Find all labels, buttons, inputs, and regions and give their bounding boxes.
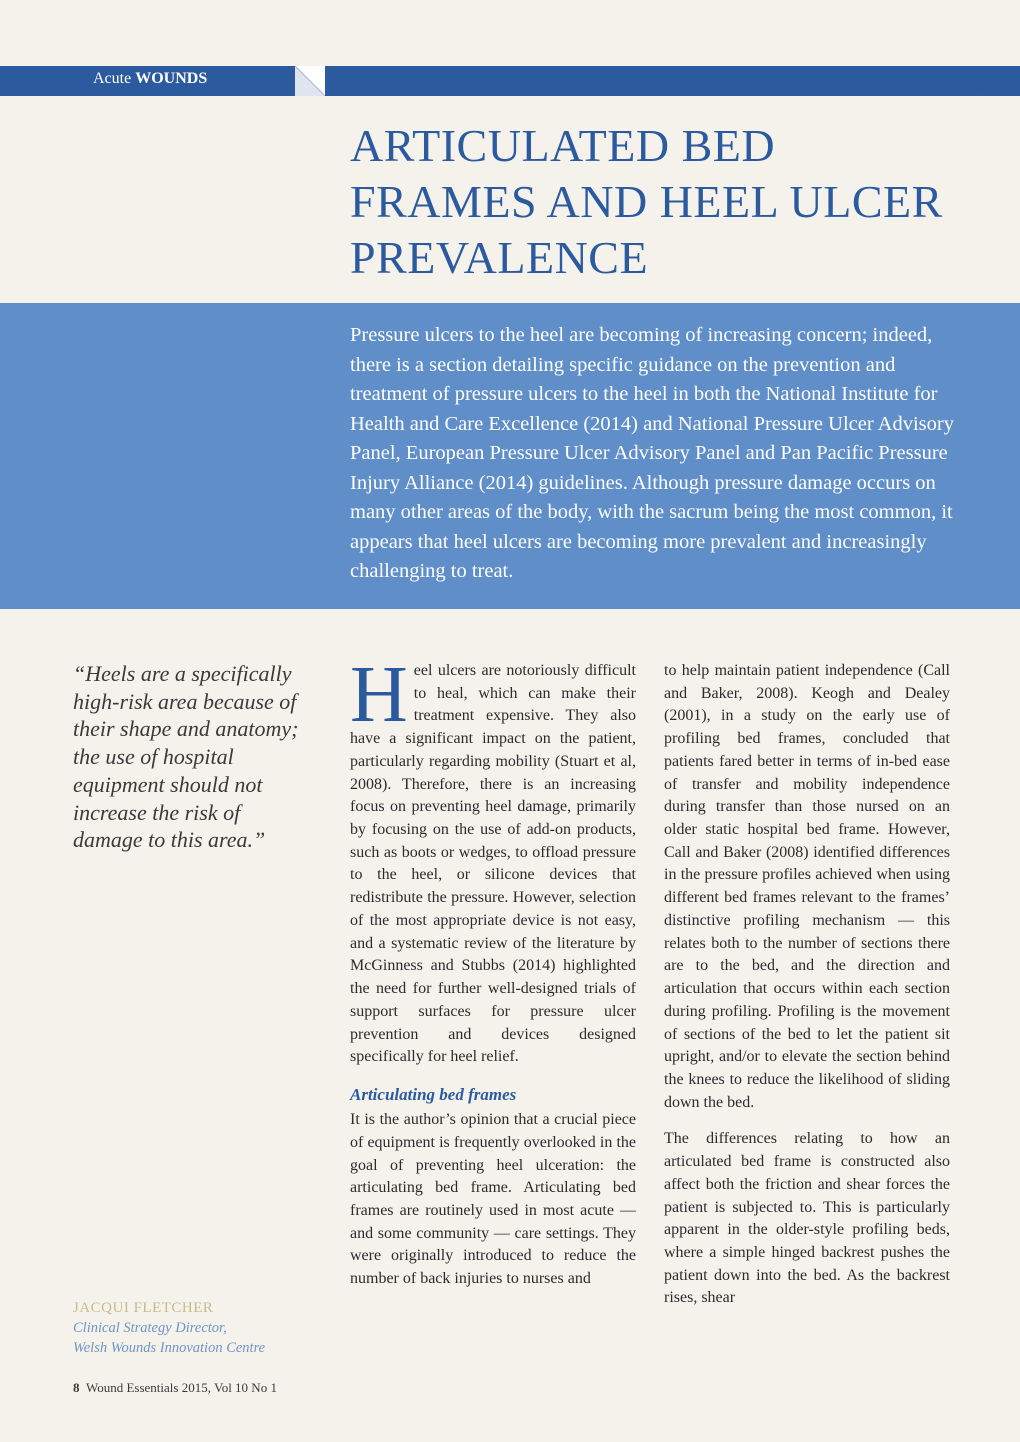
article-title-block: ARTICULATED BED FRAMES AND HEEL ULCER PR… bbox=[350, 118, 970, 286]
author-role-line2: Welsh Wounds Innovation Centre bbox=[73, 1340, 265, 1356]
section-tag-bold: WOUNDS bbox=[135, 70, 207, 87]
body-columns: Heel ulcers are notoriously difficult to… bbox=[350, 660, 950, 1310]
author-role-line1: Clinical Strategy Director, bbox=[73, 1320, 227, 1336]
pull-quote: “Heels are a specifically high-risk area… bbox=[73, 660, 308, 854]
corner-fold-icon bbox=[295, 66, 325, 96]
section-header-band: Acute WOUNDS bbox=[0, 66, 1020, 96]
author-role: Clinical Strategy Director, Welsh Wounds… bbox=[73, 1319, 308, 1358]
subheading-articulating: Articulating bed frames bbox=[350, 1083, 636, 1107]
journal-citation: Wound Essentials 2015, Vol 10 No 1 bbox=[86, 1380, 277, 1395]
body-para-2: It is the author’s opinion that a crucia… bbox=[350, 1109, 636, 1291]
body-column-1: Heel ulcers are notoriously difficult to… bbox=[350, 660, 636, 1310]
body-column-2: to help maintain patient independence (C… bbox=[664, 660, 950, 1310]
dropcap: H bbox=[350, 660, 414, 726]
body-para-4: The differences relating to how an artic… bbox=[664, 1128, 950, 1310]
abstract-band: Pressure ulcers to the heel are becoming… bbox=[0, 303, 1020, 609]
continue-arrow-icon bbox=[970, 82, 996, 96]
body-para-3: to help maintain patient independence (C… bbox=[664, 660, 950, 1114]
page-number: 8 bbox=[73, 1380, 80, 1395]
section-tag: Acute WOUNDS bbox=[93, 70, 207, 88]
author-name: JACQUI FLETCHER bbox=[73, 1300, 308, 1317]
body-para-1: Heel ulcers are notoriously difficult to… bbox=[350, 660, 636, 1069]
page-footer: 8 Wound Essentials 2015, Vol 10 No 1 bbox=[73, 1380, 277, 1396]
author-block: JACQUI FLETCHER Clinical Strategy Direct… bbox=[73, 1300, 308, 1358]
article-title: ARTICULATED BED FRAMES AND HEEL ULCER PR… bbox=[350, 118, 970, 286]
abstract-text: Pressure ulcers to the heel are becoming… bbox=[350, 321, 972, 587]
section-tag-light: Acute bbox=[93, 70, 135, 87]
